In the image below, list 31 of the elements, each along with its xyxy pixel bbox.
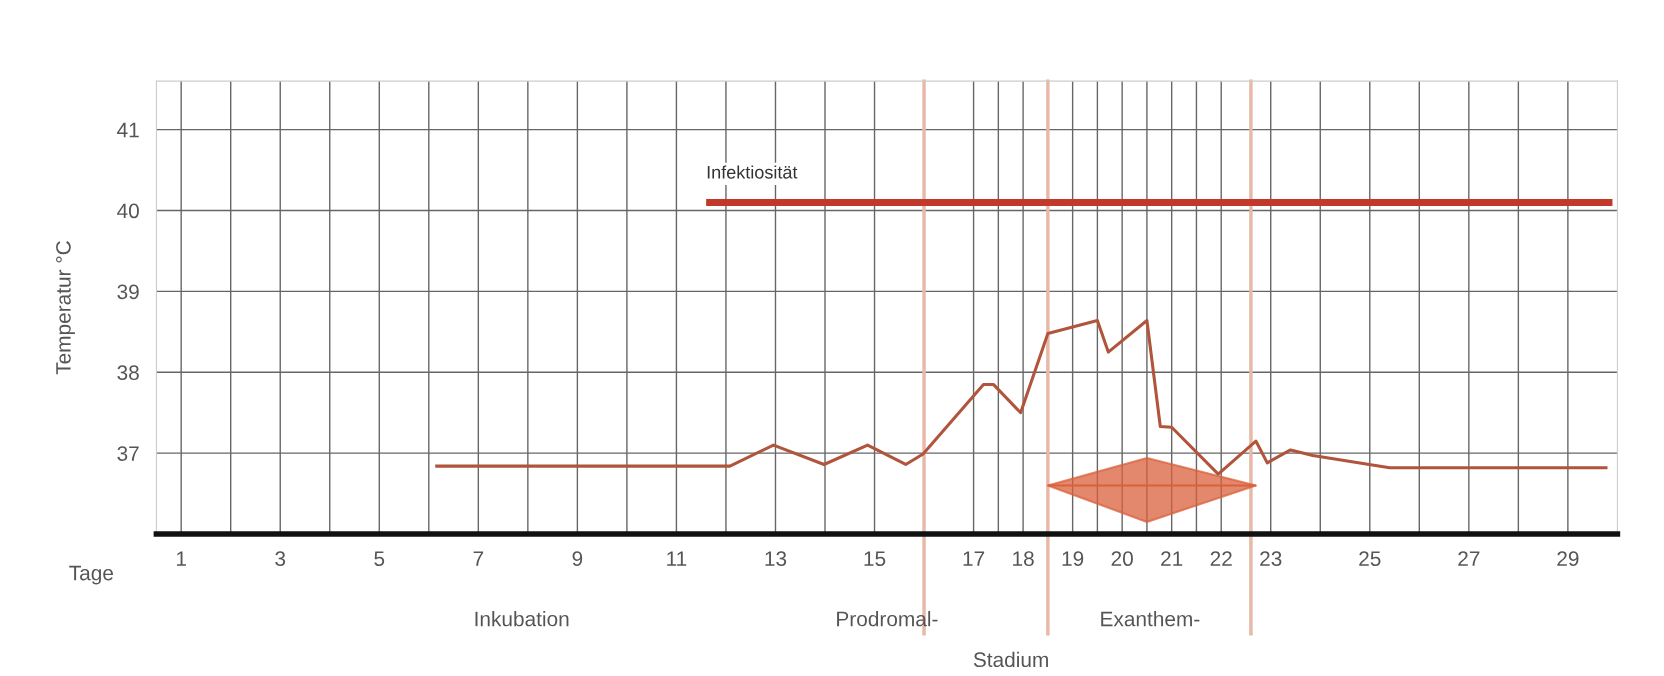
y-tick-label: 38: [117, 365, 139, 381]
x-tick-label: 27: [1458, 551, 1480, 566]
x-tick-label: 29: [1557, 551, 1579, 567]
y-tick-label: 39: [117, 284, 139, 300]
x-axis-title: Tage: [69, 565, 113, 585]
text: Inkubation: [475, 611, 569, 627]
line-series: [433, 318, 1610, 476]
x-tick-label: 15: [864, 551, 886, 567]
y-tick-label: 41: [117, 122, 139, 138]
y-axis-title: Temperatur °C: [56, 241, 75, 375]
x-tick-label: 5: [374, 551, 385, 567]
x-tick-label: 11: [667, 551, 687, 566]
x-tick-label: 23: [1260, 551, 1282, 567]
series-label: Infektiosität: [707, 165, 798, 179]
text: Prodromal-: [837, 611, 938, 627]
x-tick-label: 20: [1111, 551, 1133, 567]
x-tick-label: 19: [1062, 551, 1084, 567]
x-tick-label: 25: [1359, 551, 1381, 567]
y-tick-label: 37: [117, 446, 139, 461]
y-tick-label: 40: [117, 203, 139, 219]
x-tick-label: 3: [275, 551, 286, 567]
x-tick-label: 17: [963, 551, 985, 566]
x-tick-label: 7: [473, 551, 484, 566]
x-tick-label: 18: [1013, 551, 1034, 567]
x-tick-label: 1: [176, 551, 186, 566]
x-tick-label: 9: [572, 551, 583, 567]
text: Exanthem-: [1101, 611, 1200, 627]
text: Stadium: [973, 651, 1048, 668]
x-tick-label: 22: [1210, 551, 1232, 566]
x-tick-label: 13: [765, 551, 787, 567]
x-tick-label: 21: [1161, 551, 1183, 566]
